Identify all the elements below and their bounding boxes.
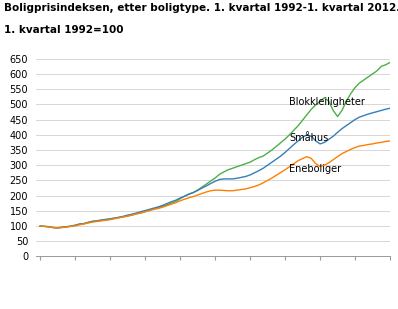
Text: 1. kvartal 1992=100: 1. kvartal 1992=100: [4, 25, 123, 35]
Text: Blokkleiligheter: Blokkleiligheter: [289, 97, 365, 108]
Text: Småhus: Småhus: [289, 133, 329, 143]
Text: Eneboliger: Eneboliger: [289, 164, 341, 174]
Text: Boligprisindeksen, etter boligtype. 1. kvartal 1992-1. kvartal 2012.: Boligprisindeksen, etter boligtype. 1. k…: [4, 3, 398, 13]
